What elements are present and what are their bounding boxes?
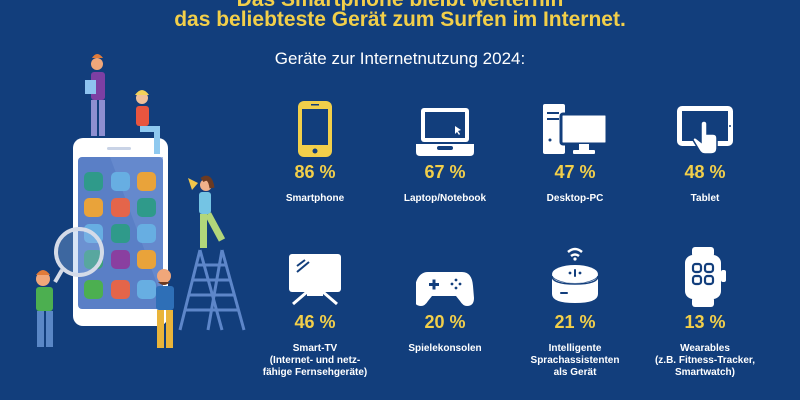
device-label: Laptop/Notebook: [403, 193, 487, 204]
tablet-icon: [677, 106, 733, 155]
percent-value: 67 %: [424, 162, 466, 182]
percent-value: 48 %: [684, 162, 726, 182]
game-controller-icon: [416, 272, 474, 306]
device-tile-smart-tv: 46 % Smart-TV (Internet- und netz- fähig…: [250, 246, 380, 379]
device-tile-smartphone: 86 % Smartphone: [250, 96, 380, 205]
headline: das beliebteste Gerät zum Surfen im Inte…: [174, 8, 626, 31]
smart-tv-icon: [289, 254, 341, 306]
device-label: Wearables (z.B. Fitness-Tracker, Smartwa…: [654, 343, 756, 378]
phone-illustration: [36, 54, 246, 348]
device-tile-game-console: 20 % Spielekonsolen: [380, 246, 510, 355]
device-label: Spielekonsolen: [408, 343, 482, 354]
device-tile-desktop-pc: 47 % Desktop-PC: [510, 96, 640, 205]
percent-value: 47 %: [554, 162, 596, 182]
device-tile-wearables: 13 % Wearables (z.B. Fitness-Tracker, Sm…: [640, 246, 770, 379]
headline-top-cut: Das Smartphone bleibt weiterhin: [0, 0, 800, 12]
percent-value: 86 %: [294, 162, 336, 182]
percent-value: 21 %: [554, 312, 596, 332]
device-tile-tablet: 48 % Tablet: [640, 96, 770, 205]
device-tile-smart-speaker: 21 % Intelligente Sprachassistenten als …: [510, 246, 640, 379]
percent-value: 13 %: [684, 312, 726, 332]
device-tile-laptop: 67 % Laptop/Notebook: [380, 96, 510, 205]
device-grid: 86 % Smartphone 67 % Laptop/Notebook: [250, 96, 790, 396]
desktop-pc-icon: [543, 104, 609, 154]
percent-value: 46 %: [294, 312, 336, 332]
percent-value: 20 %: [424, 312, 466, 332]
subtitle: Geräte zur Internetnutzung 2024:: [274, 49, 526, 68]
smartphone-icon: [298, 101, 332, 157]
device-label: Smart-TV (Internet- und netz- fähige Fer…: [262, 343, 368, 378]
smart-speaker-icon: [551, 247, 599, 303]
device-label: Smartphone: [285, 193, 345, 204]
device-label: Desktop-PC: [546, 193, 604, 204]
smartwatch-icon: [685, 247, 726, 307]
laptop-icon: [416, 108, 474, 156]
device-label: Tablet: [690, 193, 720, 204]
device-label: Intelligente Sprachassistenten als Gerät: [530, 343, 620, 378]
